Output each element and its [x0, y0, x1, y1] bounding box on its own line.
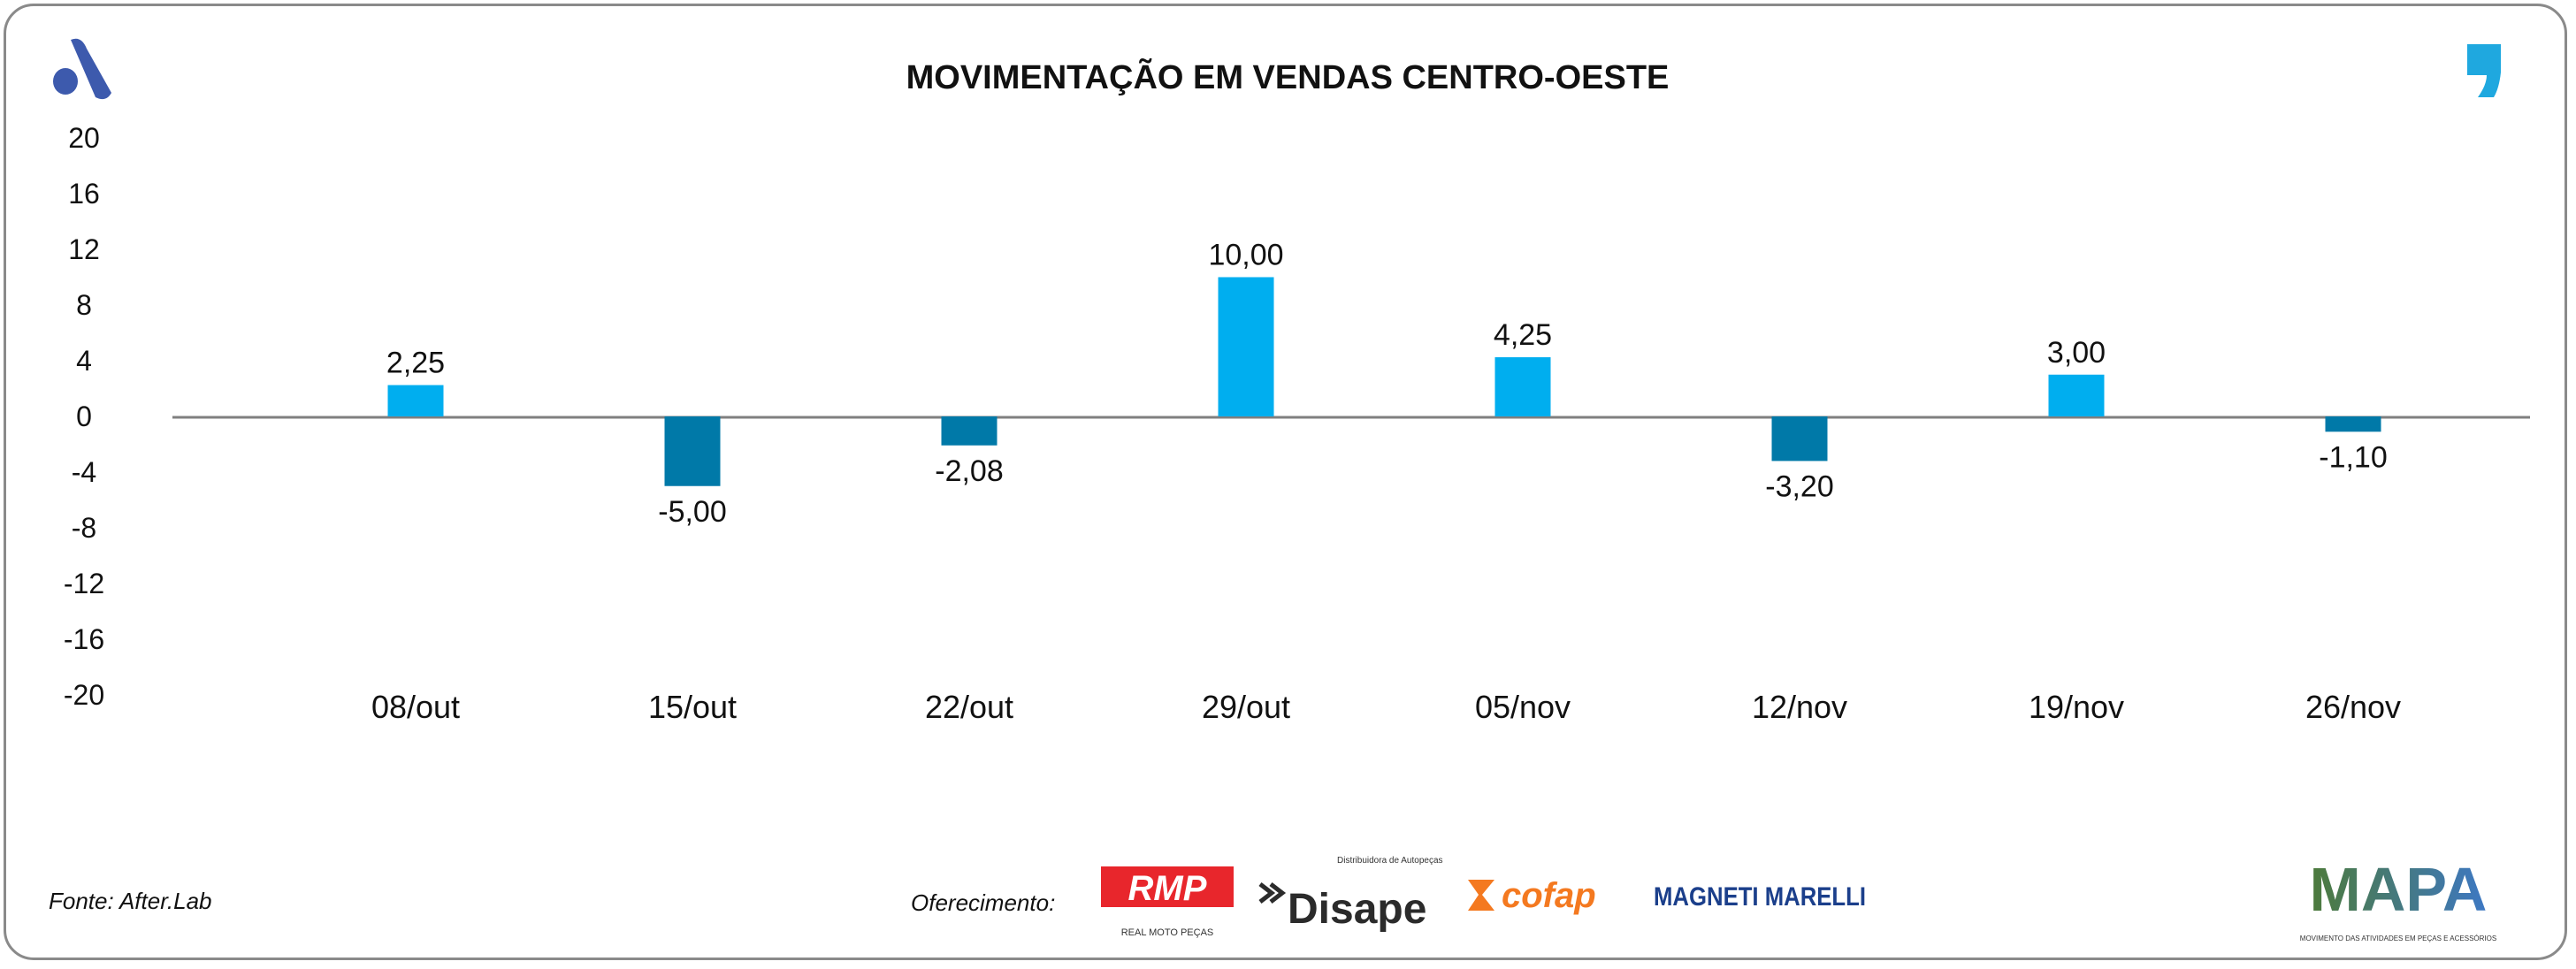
bar-05-nov: [1494, 357, 1551, 416]
y-tick-label: 20: [68, 122, 100, 154]
bar-12-nov: [1771, 416, 1828, 462]
data-label: -1,10: [2319, 440, 2388, 474]
y-tick-label: 16: [68, 178, 100, 210]
disape-sublabel: Distribuidora de Autopeças: [1337, 856, 1443, 866]
data-label: -2,08: [935, 454, 1004, 488]
quote-logo-icon: [2467, 44, 2501, 97]
x-tick-label: 22/out: [925, 689, 1013, 725]
disape-text: Disape: [1288, 886, 1426, 933]
data-label: 2,25: [386, 347, 445, 380]
x-tick-label: 26/nov: [2305, 689, 2401, 725]
x-tick-label: 12/nov: [1752, 689, 1847, 725]
bar-29-out: [1218, 277, 1274, 416]
x-tick-label: 29/out: [1202, 689, 1290, 725]
bar-19-nov: [2048, 374, 2105, 416]
data-label: 3,00: [2047, 336, 2106, 370]
data-label: -3,20: [1765, 469, 1834, 503]
cofap-text: cofap: [1502, 876, 1596, 915]
bar-26-nov: [2325, 416, 2381, 432]
bar-22-out: [941, 416, 998, 446]
y-tick-label: -20: [64, 679, 104, 711]
x-tick-label: 05/nov: [1475, 689, 1571, 725]
data-label: -5,00: [658, 495, 727, 529]
y-tick-label: -4: [72, 456, 96, 488]
y-tick-label: 8: [76, 289, 92, 321]
sponsor-magneti-marelli-logo: MAGNETI MARELLI: [1654, 882, 1866, 912]
after-lab-logo-icon: [53, 38, 111, 100]
x-tick-label: 19/nov: [2029, 689, 2124, 725]
y-tick-label: 0: [76, 401, 92, 432]
sponsor-rmp-logo: RMP REAL MOTO PEÇAS: [1101, 866, 1234, 938]
magneti-marelli-text: MAGNETI MARELLI: [1654, 882, 1866, 912]
chart-title: MOVIMENTAÇÃO EM VENDAS CENTRO-OESTE: [906, 57, 1670, 96]
source-text: Fonte: After.Lab: [49, 888, 212, 914]
mapa-sublabel: MOVIMENTO DAS ATIVIDADES EM PEÇAS E ACES…: [2300, 935, 2496, 942]
y-tick-label: -16: [64, 623, 104, 655]
y-tick-label: -8: [72, 512, 96, 544]
sponsor-cofap-logo: cofap: [1468, 876, 1596, 915]
data-label: 4,25: [1494, 318, 1552, 352]
rmp-sublabel: REAL MOTO PEÇAS: [1121, 927, 1214, 938]
sponsor-label: Oferecimento:: [911, 889, 1055, 916]
data-label: 10,00: [1208, 239, 1283, 272]
y-tick-label: 4: [76, 345, 92, 377]
mapa-brand-logo: MAPA MOVIMENTO DAS ATIVIDADES EM PEÇAS E…: [2300, 855, 2496, 942]
bar-15-out: [664, 416, 721, 486]
y-tick-label: -12: [64, 568, 104, 599]
sponsor-disape-logo: Disape Distribuidora de Autopeças: [1258, 856, 1443, 933]
x-tick-label: 15/out: [648, 689, 737, 725]
rmp-text: RMP: [1128, 869, 1207, 908]
chart-frame: [4, 4, 2567, 960]
bar-08-out: [387, 385, 444, 416]
x-tick-label: 08/out: [371, 689, 460, 725]
disape-chevron-icon: [1258, 882, 1287, 904]
y-tick-label: 12: [68, 233, 100, 265]
mapa-text: MAPA: [2310, 855, 2488, 924]
